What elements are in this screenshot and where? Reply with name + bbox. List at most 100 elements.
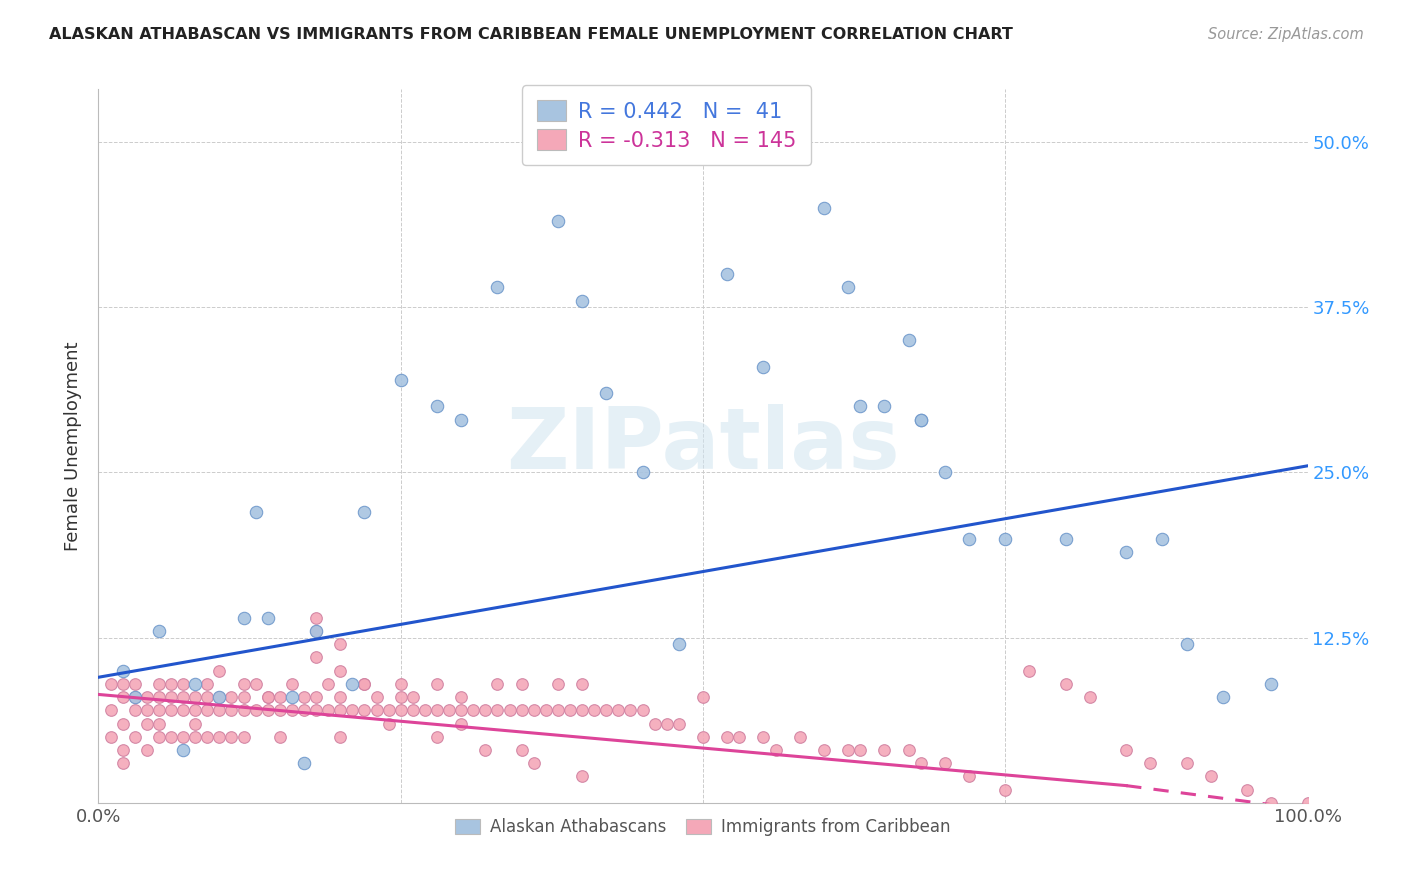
Point xyxy=(450,412,472,426)
Point xyxy=(547,703,569,717)
Point xyxy=(111,756,134,771)
Point xyxy=(474,743,496,757)
Point xyxy=(232,730,254,744)
Point xyxy=(534,703,557,717)
Point xyxy=(221,690,243,704)
Point xyxy=(607,703,630,717)
Point xyxy=(292,690,315,704)
Point xyxy=(450,716,472,731)
Point xyxy=(269,703,291,717)
Point xyxy=(221,730,243,744)
Point xyxy=(510,677,533,691)
Point xyxy=(873,743,896,757)
Point xyxy=(305,703,328,717)
Point xyxy=(595,703,617,717)
Point xyxy=(631,466,654,480)
Point xyxy=(353,505,375,519)
Point xyxy=(329,703,352,717)
Point xyxy=(1054,677,1077,691)
Point xyxy=(1296,796,1319,810)
Point xyxy=(389,703,412,717)
Point xyxy=(124,677,146,691)
Point xyxy=(897,743,920,757)
Point xyxy=(873,400,896,414)
Point xyxy=(172,703,194,717)
Point xyxy=(523,756,546,771)
Point xyxy=(571,703,593,717)
Point xyxy=(765,743,787,757)
Point xyxy=(342,703,364,717)
Point xyxy=(837,743,859,757)
Point xyxy=(172,743,194,757)
Point xyxy=(256,690,278,704)
Text: Source: ZipAtlas.com: Source: ZipAtlas.com xyxy=(1208,27,1364,42)
Point xyxy=(1115,743,1137,757)
Point xyxy=(111,690,134,704)
Point xyxy=(583,703,606,717)
Point xyxy=(281,690,304,704)
Point xyxy=(124,730,146,744)
Point xyxy=(402,703,425,717)
Point xyxy=(111,677,134,691)
Point xyxy=(934,466,956,480)
Point xyxy=(184,716,207,731)
Point xyxy=(994,782,1017,797)
Point xyxy=(256,690,278,704)
Point xyxy=(208,690,231,704)
Point xyxy=(124,690,146,704)
Point xyxy=(148,703,170,717)
Point xyxy=(160,677,183,691)
Point xyxy=(100,703,122,717)
Point xyxy=(450,703,472,717)
Point xyxy=(184,677,207,691)
Point xyxy=(1152,532,1174,546)
Point xyxy=(135,716,157,731)
Point xyxy=(1175,637,1198,651)
Point xyxy=(245,703,267,717)
Text: ZIPatlas: ZIPatlas xyxy=(506,404,900,488)
Point xyxy=(256,611,278,625)
Point xyxy=(292,703,315,717)
Point xyxy=(752,359,775,374)
Point xyxy=(692,690,714,704)
Point xyxy=(148,624,170,638)
Point xyxy=(292,756,315,771)
Text: ALASKAN ATHABASCAN VS IMMIGRANTS FROM CARIBBEAN FEMALE UNEMPLOYMENT CORRELATION : ALASKAN ATHABASCAN VS IMMIGRANTS FROM CA… xyxy=(49,27,1014,42)
Point xyxy=(595,386,617,401)
Point xyxy=(329,664,352,678)
Point xyxy=(221,703,243,717)
Point xyxy=(849,743,872,757)
Point xyxy=(426,703,449,717)
Point xyxy=(813,743,835,757)
Point xyxy=(353,677,375,691)
Point xyxy=(366,690,388,704)
Point xyxy=(910,412,932,426)
Point xyxy=(486,703,509,717)
Point xyxy=(547,214,569,228)
Point xyxy=(402,690,425,704)
Point xyxy=(366,703,388,717)
Point xyxy=(195,677,218,691)
Point xyxy=(281,703,304,717)
Point xyxy=(172,690,194,704)
Point xyxy=(329,730,352,744)
Point xyxy=(571,293,593,308)
Point xyxy=(994,532,1017,546)
Point xyxy=(111,716,134,731)
Point xyxy=(305,690,328,704)
Point xyxy=(437,703,460,717)
Point xyxy=(111,664,134,678)
Point xyxy=(342,677,364,691)
Point xyxy=(1260,796,1282,810)
Point xyxy=(849,400,872,414)
Point xyxy=(389,677,412,691)
Point xyxy=(547,677,569,691)
Point xyxy=(353,703,375,717)
Point xyxy=(571,769,593,783)
Point xyxy=(377,716,399,731)
Point xyxy=(631,703,654,717)
Point xyxy=(148,730,170,744)
Point xyxy=(245,505,267,519)
Point xyxy=(910,756,932,771)
Point xyxy=(269,730,291,744)
